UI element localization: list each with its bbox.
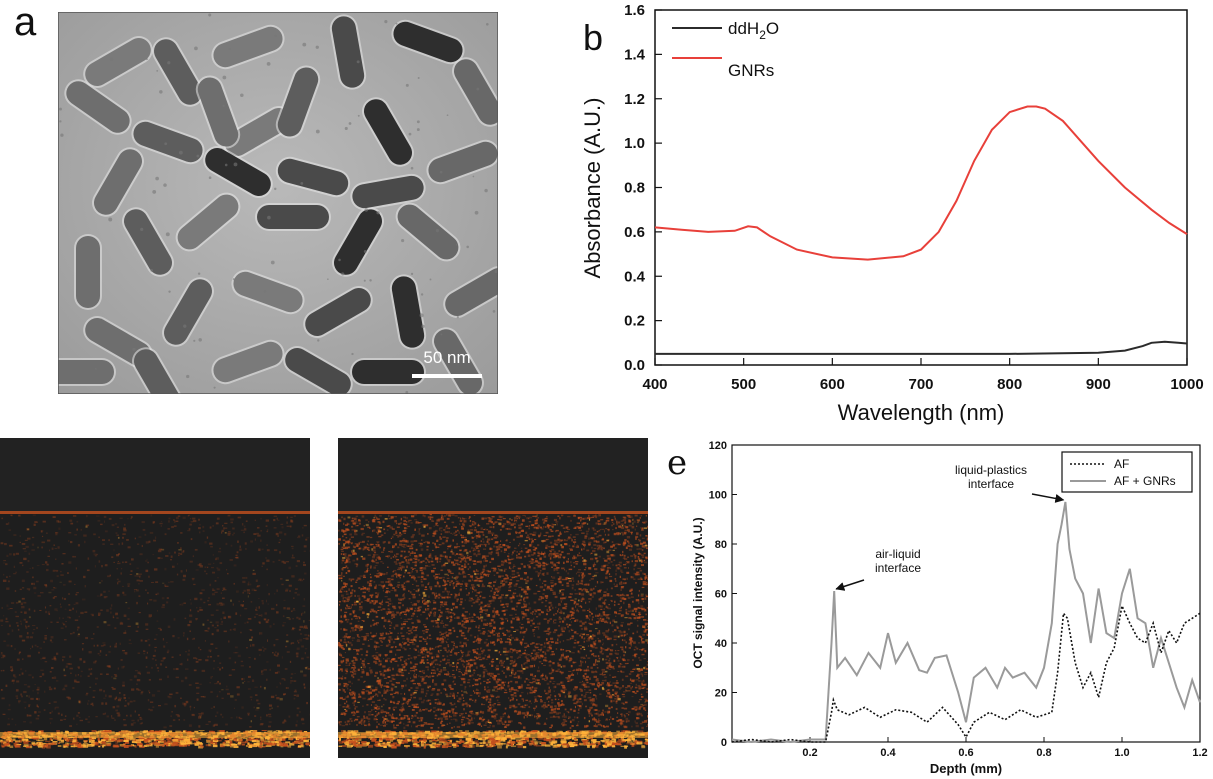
nanorod xyxy=(152,37,204,107)
legend-label-af-gnrs: AF + GNRs xyxy=(1114,474,1176,488)
y-tick-label: 0 xyxy=(721,737,727,749)
nanorod xyxy=(223,106,293,158)
x-tick-label: 800 xyxy=(997,376,1022,393)
nanorod xyxy=(432,327,484,394)
annotation-label: interface xyxy=(968,477,1014,491)
panel-letter-a: a xyxy=(14,0,37,44)
oct-image-af-gnrs xyxy=(338,438,648,758)
y-tick-label: 0.0 xyxy=(624,357,645,374)
tem-specks xyxy=(59,13,498,394)
oct-image-af xyxy=(0,438,310,758)
nanorod xyxy=(162,277,214,347)
nanorod xyxy=(389,274,427,350)
nanorod xyxy=(350,358,426,386)
absorbance-chart: 400 500 600 700 800 900 1000 0.0 0.2 0.4 0.6 0.8 1.0… xyxy=(580,2,1204,425)
nanorod xyxy=(122,207,174,277)
x-axis-label: Wavelength (nm) xyxy=(838,400,1005,425)
tem-micrograph: 50 nm xyxy=(58,12,498,394)
legend-box xyxy=(1061,451,1193,493)
nanorod xyxy=(211,24,285,70)
nanorod xyxy=(275,156,351,198)
nanorod xyxy=(426,139,498,185)
nanorod xyxy=(452,57,498,127)
x-tick-label: 0.2 xyxy=(802,747,817,759)
x-tick-label: 0.8 xyxy=(1036,747,1051,759)
y-tick-label: 1.4 xyxy=(624,46,646,63)
y-axis-label: OCT signal intensity (A.U.) xyxy=(691,517,705,668)
x-tick-label: 1000 xyxy=(1170,376,1203,393)
nanorod xyxy=(329,14,367,90)
nanorod xyxy=(175,192,241,252)
y-tick-label: 1.2 xyxy=(624,91,645,108)
nanorod xyxy=(275,65,321,139)
y-tick-label: 100 xyxy=(709,490,727,502)
nanorod xyxy=(195,75,241,149)
y-tick-label: 0.6 xyxy=(624,224,645,241)
annotation-arrow xyxy=(1031,493,1065,503)
annotation-label: liquid-plastics xyxy=(955,463,1027,477)
y-tick-label: 40 xyxy=(715,638,727,650)
y-tick-label: 0.8 xyxy=(624,180,645,197)
legend-label-gnrs: GNRs xyxy=(728,61,774,80)
x-tick-label: 0.6 xyxy=(958,747,973,759)
y-tick-label: 20 xyxy=(715,688,727,700)
y-tick-label: 1.6 xyxy=(624,2,645,19)
nanorod-group xyxy=(58,13,498,394)
legend-label-ddh2o: ddH2O xyxy=(728,19,779,42)
y-tick-label: 120 xyxy=(709,440,727,452)
x-tick-label: 0.4 xyxy=(880,747,896,759)
panel-letter-e: e xyxy=(667,443,688,483)
nanorod xyxy=(303,286,373,338)
nanorod xyxy=(83,36,153,88)
y-tick-label: 80 xyxy=(715,539,727,551)
nanorod xyxy=(255,203,331,231)
nanorod xyxy=(332,207,384,277)
y-tick-label: 60 xyxy=(715,589,727,601)
x-tick-label: 900 xyxy=(1086,376,1111,393)
x-tick-label: 400 xyxy=(642,376,667,393)
x-tick-label: 1.0 xyxy=(1114,747,1129,759)
annotation-label: interface xyxy=(875,561,921,575)
y-tick-label: 0.4 xyxy=(624,268,646,285)
x-tick-label: 700 xyxy=(908,376,933,393)
nanorod xyxy=(391,19,465,65)
x-tick-label: 500 xyxy=(731,376,756,393)
nanorod xyxy=(132,347,184,394)
nanorod xyxy=(283,346,353,394)
x-axis-label: Depth (mm) xyxy=(930,761,1002,776)
x-tick-label: 600 xyxy=(820,376,845,393)
nanorod xyxy=(231,269,305,315)
annotation-label: air-liquid xyxy=(875,547,920,561)
series-line-ddh2o xyxy=(655,340,1188,355)
nanorod xyxy=(92,147,144,217)
nanorod xyxy=(58,358,116,386)
y-axis-label: Absorbance (A.U.) xyxy=(580,98,605,279)
y-tick-label: 0.2 xyxy=(624,313,645,330)
nanorod xyxy=(64,79,132,135)
panel-letter-b: b xyxy=(583,17,604,58)
nanorod xyxy=(74,234,102,310)
nanorod xyxy=(211,339,285,385)
nanorod xyxy=(131,119,205,165)
nanorod xyxy=(350,173,426,211)
nanorod xyxy=(395,202,461,262)
nanorod xyxy=(362,97,414,167)
series-line-af-gnrs xyxy=(731,501,1201,744)
oct-profile-chart: 0.2 0.4 0.6 0.8 1.0 1.2 0 20 40 60 80 100 120 air-li… xyxy=(691,440,1208,776)
nanorod xyxy=(443,266,498,318)
series-line-gnrs xyxy=(654,105,1188,261)
nanorod xyxy=(203,146,273,198)
y-tick-label: 1.0 xyxy=(624,135,645,152)
scale-bar-label: 50 nm xyxy=(423,348,470,367)
x-tick-label: 1.2 xyxy=(1192,747,1207,759)
legend-label-af: AF xyxy=(1114,457,1129,471)
annotation-arrow xyxy=(835,579,865,591)
